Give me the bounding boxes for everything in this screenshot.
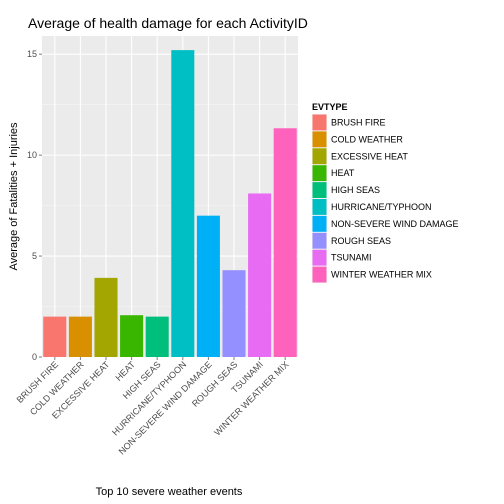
legend-label: HEAT xyxy=(331,168,355,178)
bar xyxy=(197,216,220,357)
y-tick-label: 5 xyxy=(32,251,37,261)
y-axis-title: Average of Fatalities + Injuries xyxy=(8,122,20,271)
bar xyxy=(146,317,169,357)
bar xyxy=(274,128,297,357)
x-tick-label: HEAT xyxy=(113,359,137,383)
bar xyxy=(69,317,92,357)
legend-swatch xyxy=(313,216,327,232)
legend-label: TSUNAMI xyxy=(331,253,372,263)
legend-swatch xyxy=(313,250,327,266)
y-tick-label: 0 xyxy=(32,352,37,362)
y-axis: 0 5 10 15 xyxy=(27,49,42,362)
bar xyxy=(222,270,245,357)
bar xyxy=(171,50,194,357)
legend: EVTYPE BRUSH FIRE COLD WEATHER EXCESSIVE H… xyxy=(312,102,459,283)
chart-title: Average of health damage for each Activi… xyxy=(28,15,308,31)
legend-swatch xyxy=(313,267,327,283)
legend-title: EVTYPE xyxy=(312,102,348,112)
legend-swatch xyxy=(313,233,327,249)
bar xyxy=(120,315,143,357)
legend-swatch xyxy=(313,131,327,147)
bar xyxy=(248,193,271,357)
legend-label: EXCESSIVE HEAT xyxy=(331,151,408,161)
legend-swatch xyxy=(313,182,327,198)
legend-swatch xyxy=(313,199,327,215)
legend-label: HURRICANE/TYPHOON xyxy=(331,202,432,212)
legend-swatch xyxy=(313,115,327,131)
bar xyxy=(94,278,117,357)
x-axis-title: Top 10 severe weather events xyxy=(96,486,243,498)
legend-label: HIGH SEAS xyxy=(331,185,380,195)
legend-label: ROUGH SEAS xyxy=(331,236,391,246)
legend-swatch xyxy=(313,148,327,164)
bar xyxy=(43,317,66,357)
legend-label: COLD WEATHER xyxy=(331,134,403,144)
legend-label: BRUSH FIRE xyxy=(331,117,386,127)
y-tick-label: 15 xyxy=(27,49,37,59)
y-tick-label: 10 xyxy=(27,150,37,160)
legend-items: BRUSH FIRE COLD WEATHER EXCESSIVE HEAT HEAT… xyxy=(312,114,459,283)
legend-label: WINTER WEATHER MIX xyxy=(331,270,432,280)
legend-label: NON-SEVERE WIND DAMAGE xyxy=(331,219,459,229)
legend-swatch xyxy=(313,165,327,181)
